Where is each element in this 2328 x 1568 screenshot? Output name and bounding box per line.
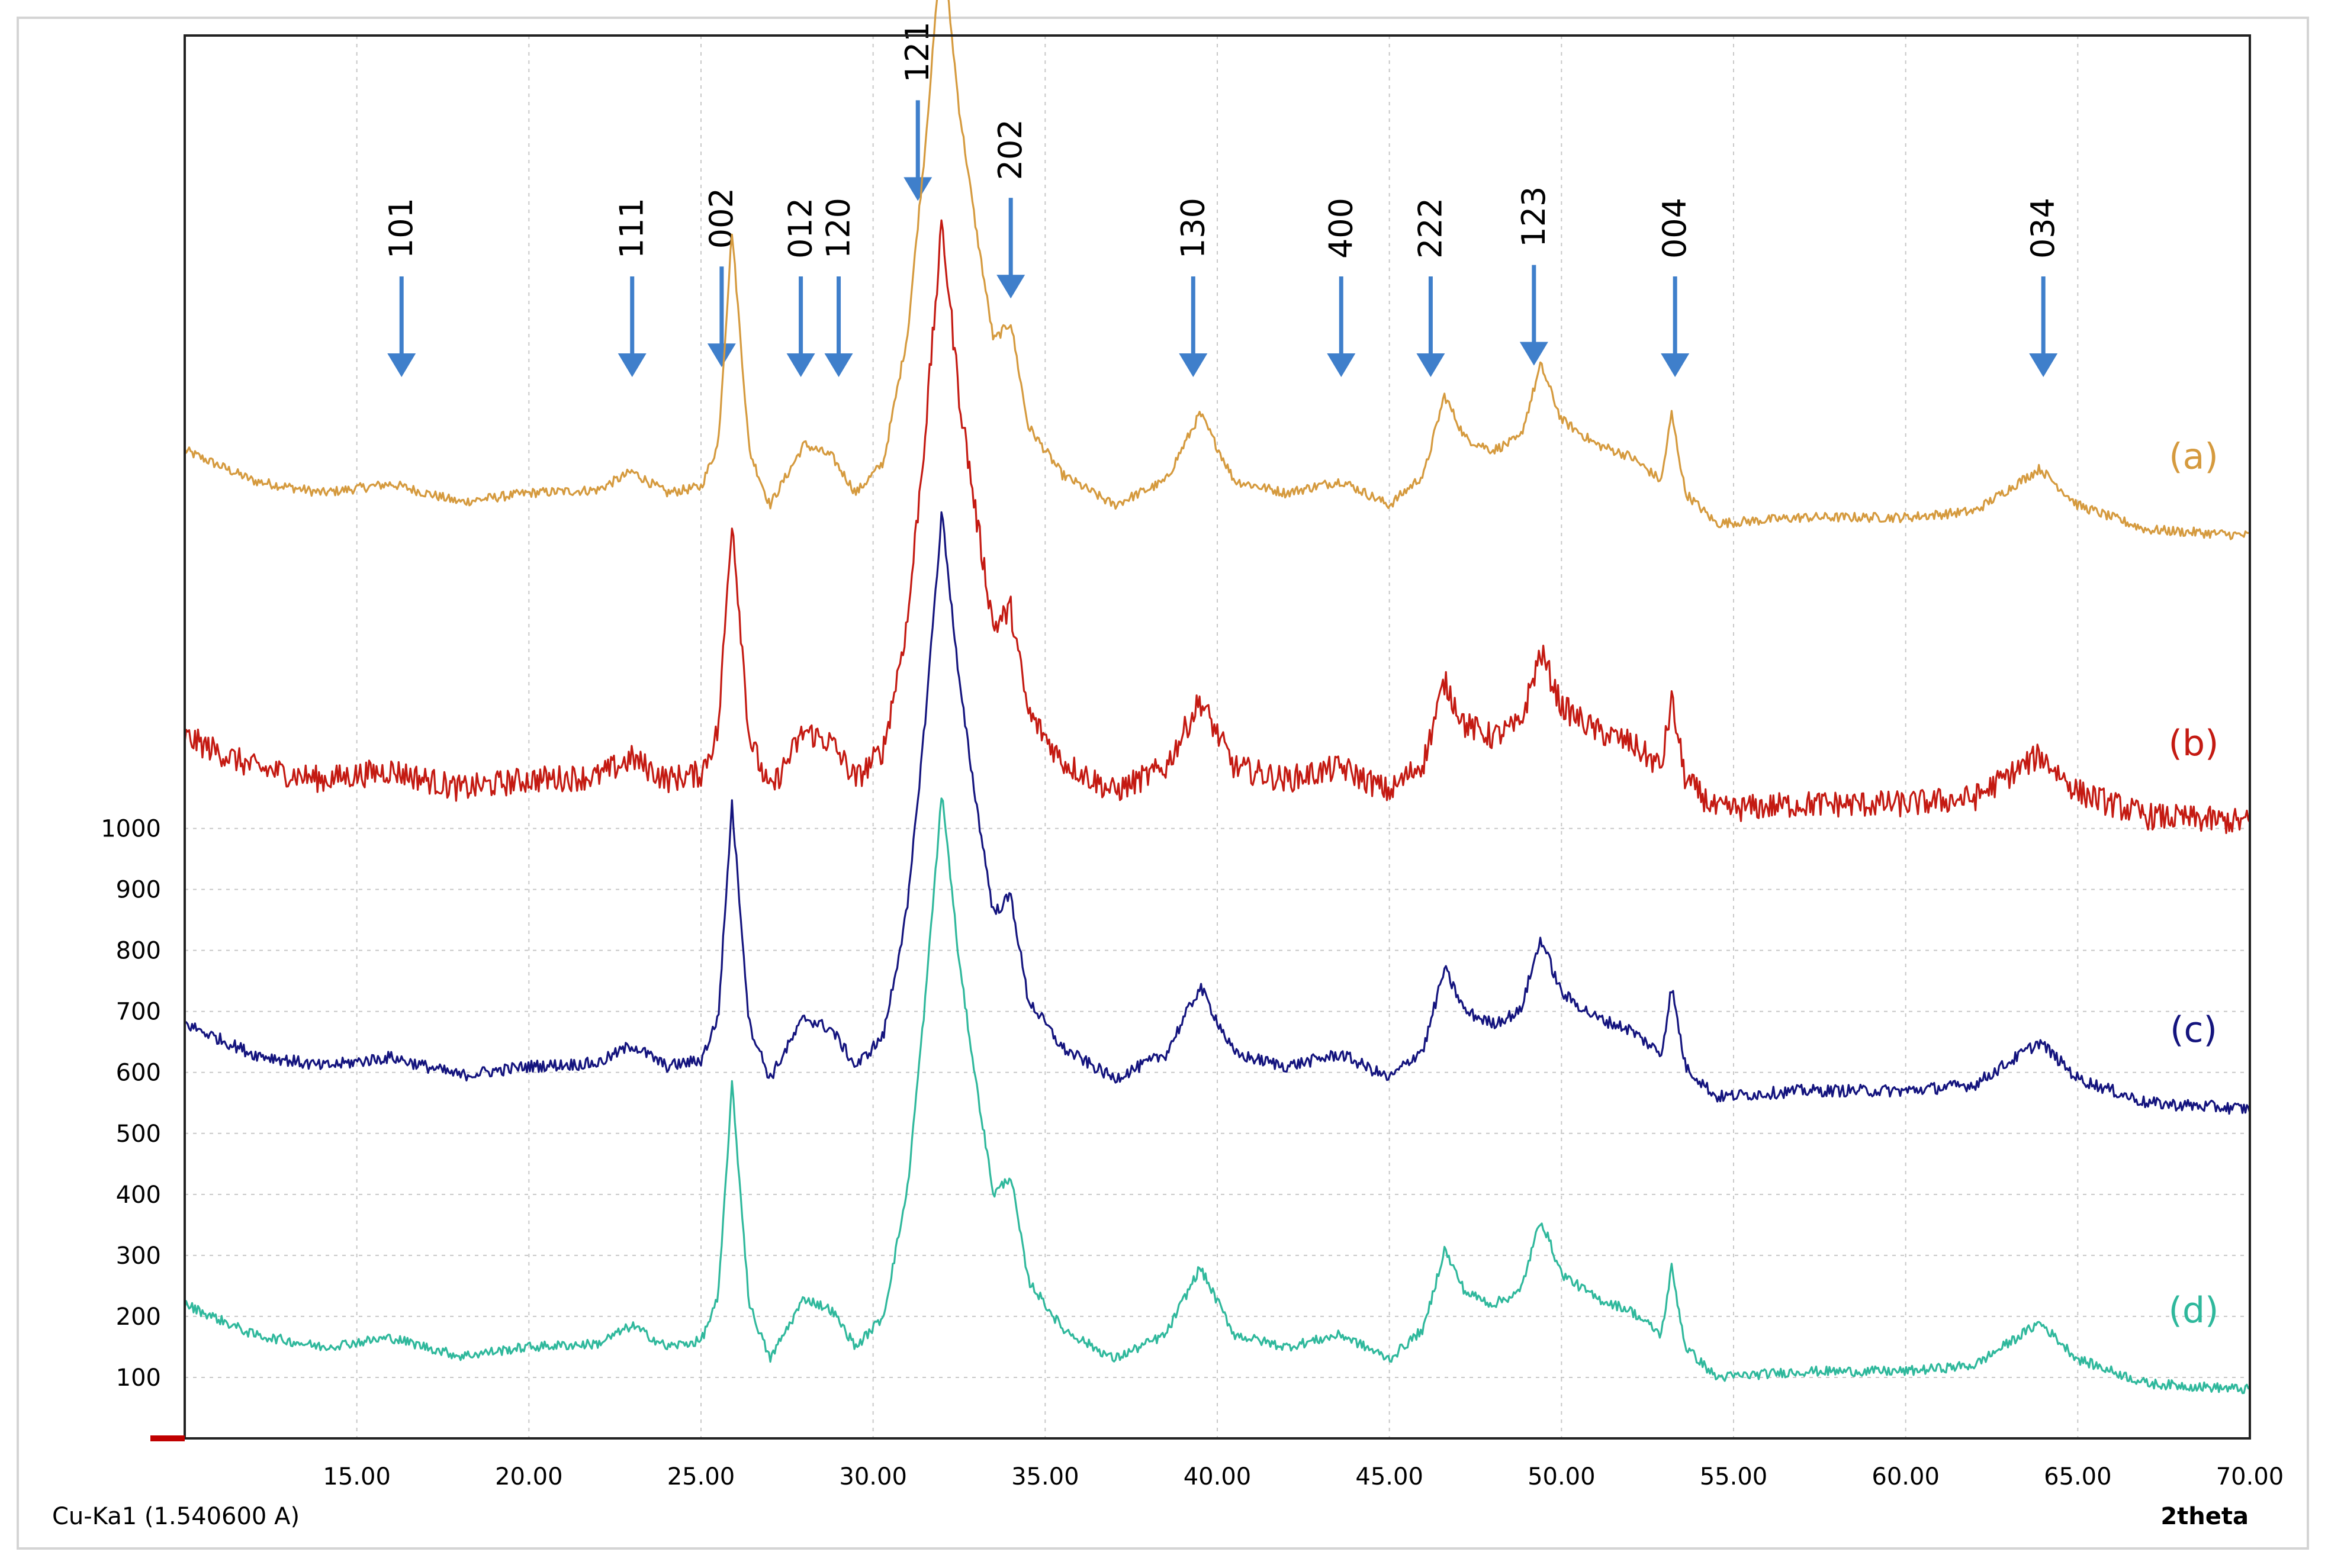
y-tick-label: 800 xyxy=(116,938,161,965)
series-line-1 xyxy=(184,219,2251,835)
y-tick-label: 700 xyxy=(116,999,161,1026)
peak-arrow-head xyxy=(1179,353,1208,378)
x-axis-label: 2theta xyxy=(2160,1503,2249,1530)
x-tick-label: 50.00 xyxy=(1528,1463,1596,1490)
y-tick-label: 100 xyxy=(116,1364,161,1392)
series-line-3 xyxy=(184,797,2250,1395)
y-tick-label: 300 xyxy=(116,1242,161,1270)
series-lines xyxy=(184,0,2251,1395)
peak-arrow-head xyxy=(1519,342,1548,366)
y-tick-label: 200 xyxy=(116,1303,161,1331)
series-label: (b) xyxy=(2169,723,2219,764)
peak-arrow-head xyxy=(1327,353,1356,378)
x-tick-label: 15.00 xyxy=(323,1463,391,1490)
x-tick-label: 20.00 xyxy=(495,1463,563,1490)
peak-label-101: 101 xyxy=(382,198,420,259)
series-labels: (a) (b) (c) (d) xyxy=(2169,436,2219,1332)
y-tick-label: 500 xyxy=(116,1121,161,1148)
y-tick-label: 600 xyxy=(116,1060,161,1087)
peak-label-130: 130 xyxy=(1174,198,1211,259)
x-tick-labels: 15.00 20.00 25.00 30.00 35.00 40.00 45.00 50.00… xyxy=(323,1463,2284,1490)
figure-frame xyxy=(17,17,2309,1550)
x-tick-label: 30.00 xyxy=(839,1463,907,1490)
x-tick-label: 60.00 xyxy=(1872,1463,1940,1490)
y-tick-label: 400 xyxy=(116,1181,161,1209)
peak-arrow-head xyxy=(707,343,736,368)
x-tick-label: 40.00 xyxy=(1184,1463,1252,1490)
plot-area-border xyxy=(184,34,2251,1440)
peak-arrow-head xyxy=(618,353,647,378)
peak-label-222: 222 xyxy=(1411,198,1449,259)
peak-arrow-head xyxy=(2029,353,2058,378)
peak-label-004: 004 xyxy=(1656,198,1693,259)
x-tick-label: 70.00 xyxy=(2216,1463,2284,1490)
radiation-label: Cu-Ka1 (1.540600 A) xyxy=(52,1503,300,1530)
series-line-2 xyxy=(184,511,2251,1115)
peak-label-111: 111 xyxy=(613,198,651,259)
peak-arrow-head xyxy=(996,275,1025,299)
x-tick-label: 35.00 xyxy=(1011,1463,1079,1490)
series-label: (c) xyxy=(2170,1009,2217,1051)
peak-arrow-head xyxy=(786,353,815,378)
y-tick-label: 1000 xyxy=(101,816,161,843)
x-tick-label: 45.00 xyxy=(1355,1463,1423,1490)
peak-label-400: 400 xyxy=(1322,198,1359,259)
peak-label-034: 034 xyxy=(2024,198,2062,259)
y-tick-label: 900 xyxy=(116,877,161,904)
peak-arrow-head xyxy=(903,177,933,201)
peak-arrow-head xyxy=(387,353,416,378)
peak-arrow-head xyxy=(1416,353,1445,378)
y-tick-labels: 100 200 300 400 500 600 700 800 900 1000 xyxy=(101,816,161,1392)
peak-label-120: 120 xyxy=(820,198,857,259)
series-label: (d) xyxy=(2169,1290,2219,1331)
peak-label-202: 202 xyxy=(992,119,1029,180)
peak-label-121: 121 xyxy=(899,21,936,82)
series-label: (a) xyxy=(2169,436,2218,478)
peak-markers: 1011110020121201213002021304002221230040… xyxy=(382,21,2062,378)
peak-arrow-head xyxy=(824,353,853,378)
series-line-0 xyxy=(184,0,2250,540)
peak-label-123: 123 xyxy=(1515,186,1552,247)
peak-arrow-head xyxy=(1661,353,1690,378)
peak-label-012: 012 xyxy=(782,198,819,259)
x-tick-label: 55.00 xyxy=(1700,1463,1768,1490)
x-tick-label: 65.00 xyxy=(2044,1463,2112,1490)
origin-marker xyxy=(150,1435,185,1441)
peak-label-002: 002 xyxy=(703,188,740,249)
x-tick-label: 25.00 xyxy=(667,1463,735,1490)
